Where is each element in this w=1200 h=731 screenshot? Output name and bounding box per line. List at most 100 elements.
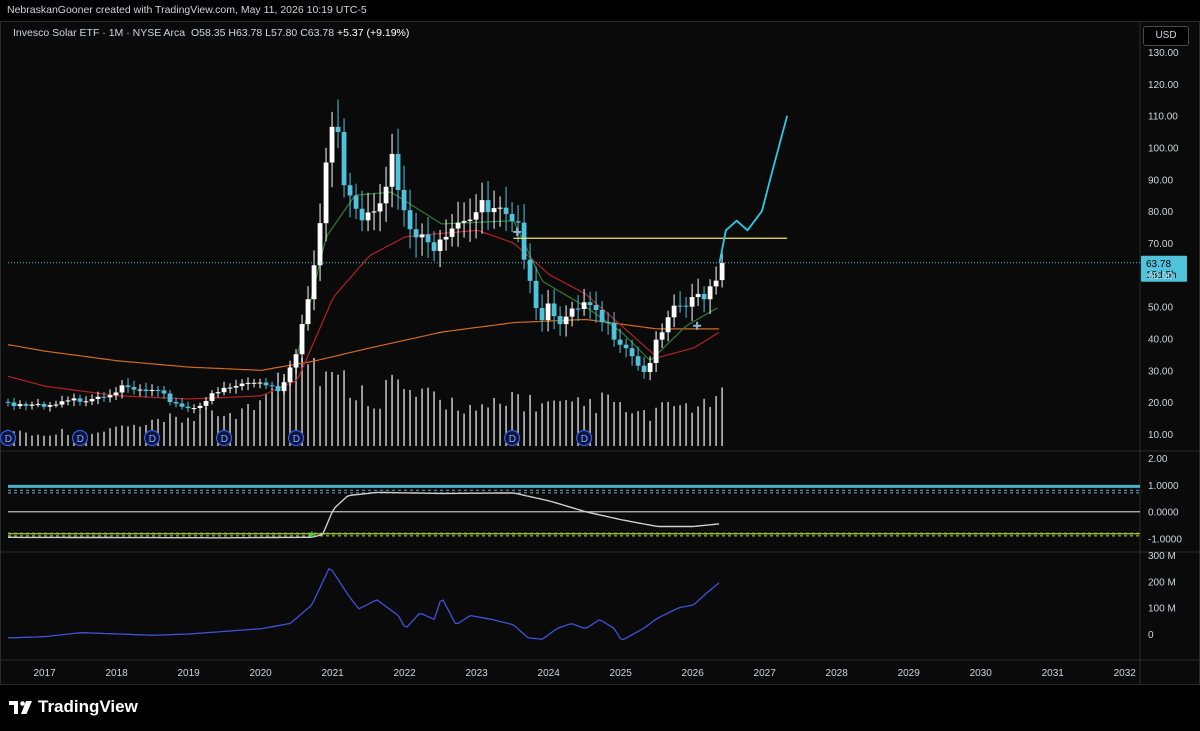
- oscillator-line: [8, 491, 720, 539]
- volume-bar: [181, 422, 183, 446]
- candle-body: [107, 395, 113, 398]
- axes: 130.00 120.00 110.00 100.00 90.00 80.00 70.00 6…: [33, 48, 1179, 679]
- dividend-marker-label: D: [77, 434, 84, 445]
- candle-body: [581, 302, 587, 309]
- price-axis-tick: 50.00: [1148, 303, 1173, 314]
- candle-body: [605, 322, 611, 324]
- candle-body: [425, 234, 431, 243]
- dividend-marker: [287, 429, 305, 447]
- time-axis-tick: 2019: [177, 668, 200, 679]
- volume-bar: [655, 407, 657, 446]
- volume-bar: [271, 387, 273, 446]
- price-axis-tick: 80.00: [1148, 207, 1173, 218]
- candle-body: [35, 403, 41, 405]
- volume-bar: [583, 405, 585, 446]
- time-axis-tick: 2027: [754, 668, 777, 679]
- candle-body: [593, 305, 599, 310]
- candle-body: [353, 195, 359, 209]
- price-axis-tick: 130.00: [1148, 48, 1179, 59]
- candle-body: [221, 387, 227, 393]
- price-axis-tick: 120.00: [1148, 80, 1179, 91]
- candle-body: [263, 382, 269, 386]
- volume-bar: [595, 413, 597, 446]
- volume-bar: [451, 397, 453, 446]
- candle-body: [677, 305, 683, 307]
- volume-bar: [469, 404, 471, 446]
- volume-bar: [199, 413, 201, 446]
- candle-body: [191, 408, 197, 410]
- candle-body: [323, 162, 329, 224]
- candle-body: [557, 316, 563, 325]
- time-axis-tick: 2028: [826, 668, 849, 679]
- volume-bar: [139, 426, 141, 446]
- volume-bar: [415, 396, 417, 446]
- candle-body: [491, 208, 497, 213]
- volume-bar: [499, 403, 501, 446]
- candle-body: [413, 229, 419, 238]
- candle-body: [281, 382, 287, 392]
- volume-bar: [133, 424, 135, 446]
- candle-body: [167, 393, 173, 403]
- volume-bar: [475, 410, 477, 446]
- candle-body: [95, 396, 101, 399]
- candle-body: [233, 386, 239, 388]
- volume-bar: [301, 357, 303, 446]
- candle-body: [17, 404, 23, 407]
- candle-body: [551, 303, 557, 317]
- volume-bar: [109, 428, 111, 446]
- volume-bar: [49, 435, 51, 446]
- oscillator-axis-tick: 1.0000: [1148, 481, 1179, 492]
- volume-bar: [445, 409, 447, 446]
- candle-body: [275, 386, 281, 392]
- volume-bar: [463, 413, 465, 446]
- volume-bar: [103, 431, 105, 446]
- volume-bar: [703, 398, 705, 446]
- volume-bar: [343, 370, 345, 446]
- volume-bar: [427, 387, 429, 446]
- candle-body: [533, 280, 539, 309]
- volume-bar: [295, 361, 297, 446]
- candle-body: [203, 400, 209, 406]
- candle-body: [5, 401, 11, 403]
- volume-bar: [235, 418, 237, 446]
- volume-bar: [433, 391, 435, 446]
- volume-bar: [289, 365, 291, 446]
- candle-body: [623, 344, 629, 349]
- volume-bar: [625, 412, 627, 446]
- volume-bar: [619, 402, 621, 446]
- candle-body: [47, 405, 53, 407]
- volume-bar: [175, 416, 177, 446]
- currency-button[interactable]: USD: [1143, 26, 1189, 46]
- candle-body: [239, 383, 245, 387]
- volume-bar: [193, 421, 195, 446]
- volume-bar: [541, 403, 543, 446]
- candle-body: [11, 402, 17, 407]
- candle-body: [41, 403, 47, 407]
- volume-bar: [649, 420, 651, 446]
- candle-body: [197, 405, 203, 409]
- candle-body: [545, 303, 551, 321]
- candle-body: [419, 234, 425, 238]
- time-axis-tick: 2025: [610, 668, 633, 679]
- volume-bar: [31, 435, 33, 446]
- volume-bar: [217, 416, 219, 446]
- volume-bar: [565, 400, 567, 446]
- candle-body: [371, 211, 377, 213]
- symbol-name: Invesco Solar ETF · 1M · NYSE Arca: [13, 27, 186, 39]
- candle-body: [365, 212, 371, 221]
- volume-bar: [631, 413, 633, 446]
- candle-body: [317, 223, 323, 266]
- candle-body: [707, 286, 713, 300]
- price-axis-tick: 110.00: [1148, 112, 1178, 123]
- volume-bar: [457, 410, 459, 446]
- candle-body: [347, 185, 353, 196]
- candle-body: [269, 385, 275, 387]
- volume-bar: [367, 406, 369, 446]
- volume-bar: [481, 404, 483, 446]
- close-label: C: [300, 27, 308, 39]
- candle-body: [377, 203, 383, 212]
- candle-body: [449, 228, 455, 237]
- volume-bar: [127, 426, 129, 446]
